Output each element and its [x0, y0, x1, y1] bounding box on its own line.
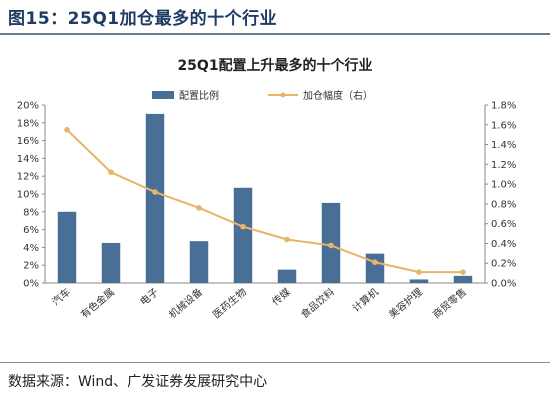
- y-left-tick-label: 12%: [17, 172, 39, 183]
- line-path: [66, 129, 463, 274]
- chart-title: 25Q1配置上升最多的十个行业: [177, 57, 372, 74]
- bar-商贸零售: [453, 275, 473, 283]
- x-tick-label: 汽车: [49, 285, 73, 308]
- bar-美容护理: [409, 279, 429, 283]
- line-point-商贸零售: [460, 269, 466, 275]
- x-tick-label: 美容护理: [386, 285, 425, 321]
- y-right-tick-label: 0.6%: [491, 219, 516, 230]
- legend-bar-label: 配置比例: [179, 89, 219, 102]
- legend-line-marker: [280, 92, 286, 98]
- x-tick-label: 食品饮料: [298, 285, 337, 321]
- y-left-tick-label: 16%: [17, 136, 39, 147]
- y-right-tick-label: 1.0%: [491, 180, 516, 191]
- line-series: [64, 126, 466, 275]
- bar-传媒: [277, 269, 297, 283]
- title-divider: [0, 33, 550, 35]
- y-left-tick-label: 0%: [23, 279, 39, 290]
- line-point-食品饮料: [328, 242, 334, 249]
- x-tick-label: 商贸零售: [430, 285, 469, 321]
- y-right-tick-label: 1.2%: [491, 160, 516, 171]
- x-tick-label: 传媒: [270, 286, 293, 308]
- chart-svg: 25Q1配置上升最多的十个行业 配置比例 加仓幅度（右） 0% 2% 4% 6% 8% 10…: [17, 57, 517, 321]
- y-right-tick-label: 1.8%: [491, 101, 516, 112]
- bar-汽车: [57, 211, 77, 283]
- y-right-tick-label: 0.2%: [491, 259, 516, 270]
- x-tick-label: 电子: [137, 285, 161, 308]
- bar-series: [57, 113, 473, 284]
- y-right-tick-label: 1.4%: [491, 140, 516, 151]
- y-left-tick-label: 20%: [17, 101, 39, 112]
- x-tick-label: 计算机: [350, 285, 381, 314]
- bar-计算机: [365, 253, 385, 283]
- bar-有色金属: [101, 242, 121, 283]
- y-left-tick-label: 18%: [17, 118, 39, 129]
- x-tick-label: 医药生物: [210, 285, 249, 321]
- figure-title: 图15：25Q1加仓最多的十个行业: [8, 9, 278, 29]
- bar-机械设备: [189, 241, 209, 283]
- line-point-机械设备: [196, 205, 202, 211]
- y-left-tick-label: 8%: [23, 207, 39, 218]
- x-tick-label: 有色金属: [78, 285, 117, 321]
- legend: 配置比例 加仓幅度（右）: [152, 89, 373, 102]
- bar-医药生物: [233, 187, 253, 283]
- line-point-电子: [152, 189, 158, 195]
- legend-bar-swatch: [152, 91, 174, 99]
- y-right-tick-label: 0.8%: [491, 199, 516, 210]
- y-left-tick-label: 6%: [23, 225, 39, 236]
- x-tick-label: 机械设备: [166, 285, 205, 321]
- y-right-tick-label: 0.0%: [491, 279, 516, 290]
- bar-电子: [145, 113, 165, 284]
- chart-area: 25Q1配置上升最多的十个行业 配置比例 加仓幅度（右） 0% 2% 4% 6% 8% 10…: [0, 40, 550, 355]
- footer-divider: [0, 362, 550, 363]
- y-left-tick-label: 14%: [17, 154, 39, 165]
- line-point-美容护理: [416, 269, 422, 275]
- axes: 0% 2% 4% 6% 8% 10% 12% 14% 16% 18% 20% 0.0% 0.2% 0.4%…: [17, 101, 517, 290]
- y-right-tick-label: 0.4%: [491, 239, 516, 250]
- line-point-计算机: [372, 259, 378, 266]
- x-axis-labels: 汽车 有色金属 电子 机械设备 医药生物 传媒 食品饮料 计算机 美容护理 商贸零售: [49, 285, 469, 321]
- source-note: 数据来源：Wind、广发证券发展研究中心: [8, 374, 268, 390]
- line-point-汽车: [64, 126, 70, 133]
- y-right-tick-label: 1.6%: [491, 120, 516, 131]
- line-point-医药生物: [240, 223, 246, 230]
- legend-line-label: 加仓幅度（右）: [303, 89, 373, 102]
- line-point-有色金属: [108, 169, 114, 176]
- line-point-传媒: [284, 236, 290, 243]
- y-left-tick-label: 4%: [23, 243, 39, 254]
- y-left-tick-label: 2%: [23, 261, 39, 272]
- y-left-tick-label: 10%: [17, 190, 39, 201]
